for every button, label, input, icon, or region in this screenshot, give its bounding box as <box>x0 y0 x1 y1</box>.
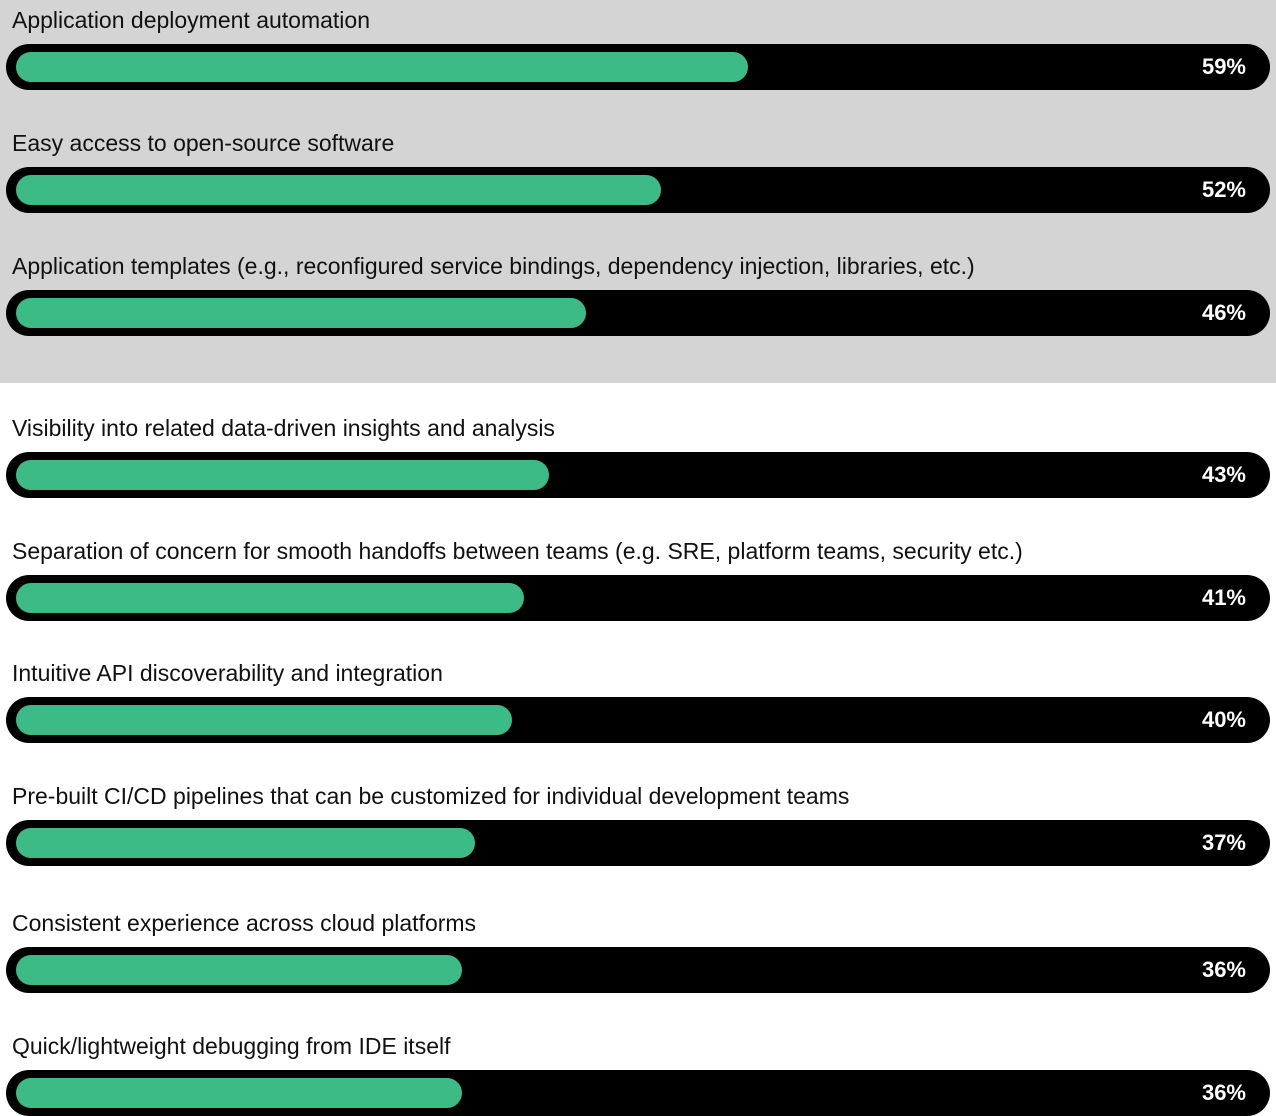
bar-fill <box>16 298 587 328</box>
bar-track: 52% <box>6 167 1270 213</box>
value-label: 37% <box>1201 830 1246 855</box>
value-label: 36% <box>1201 1080 1246 1105</box>
category-label: Quick/lightweight debugging from IDE its… <box>12 1033 451 1059</box>
bar-fill <box>16 955 463 985</box>
bar-fill <box>16 828 475 858</box>
bar-fill <box>16 583 525 613</box>
bar-fill <box>16 460 550 490</box>
bar-track: 43% <box>6 452 1270 498</box>
category-label: Separation of concern for smooth handoff… <box>12 538 1023 564</box>
value-label: 41% <box>1201 585 1246 610</box>
bar-track: 37% <box>6 820 1270 866</box>
category-label: Easy access to open-source software <box>12 130 395 156</box>
category-label: Pre-built CI/CD pipelines that can be cu… <box>12 783 850 809</box>
bar-track: 41% <box>6 575 1270 621</box>
bar-track: 59% <box>6 44 1270 90</box>
value-label: 59% <box>1201 54 1246 79</box>
value-label: 40% <box>1201 707 1246 732</box>
bar-fill <box>16 175 661 205</box>
bar-fill <box>16 1078 463 1108</box>
bar-fill <box>16 52 748 82</box>
bar-track: 40% <box>6 697 1270 743</box>
category-label: Visibility into related data-driven insi… <box>12 415 555 441</box>
bar-track: 46% <box>6 290 1270 336</box>
category-label: Application deployment automation <box>12 7 371 33</box>
value-label: 52% <box>1201 177 1246 202</box>
value-label: 36% <box>1201 957 1246 982</box>
bar-track: 36% <box>6 1070 1270 1116</box>
value-label: 43% <box>1201 462 1246 487</box>
value-label: 46% <box>1201 300 1246 325</box>
bar-fill <box>16 705 512 735</box>
category-label: Intuitive API discoverability and integr… <box>12 660 443 686</box>
category-label: Application templates (e.g., reconfigure… <box>12 253 975 279</box>
category-label: Consistent experience across cloud platf… <box>12 910 477 936</box>
bar-track: 36% <box>6 947 1270 993</box>
